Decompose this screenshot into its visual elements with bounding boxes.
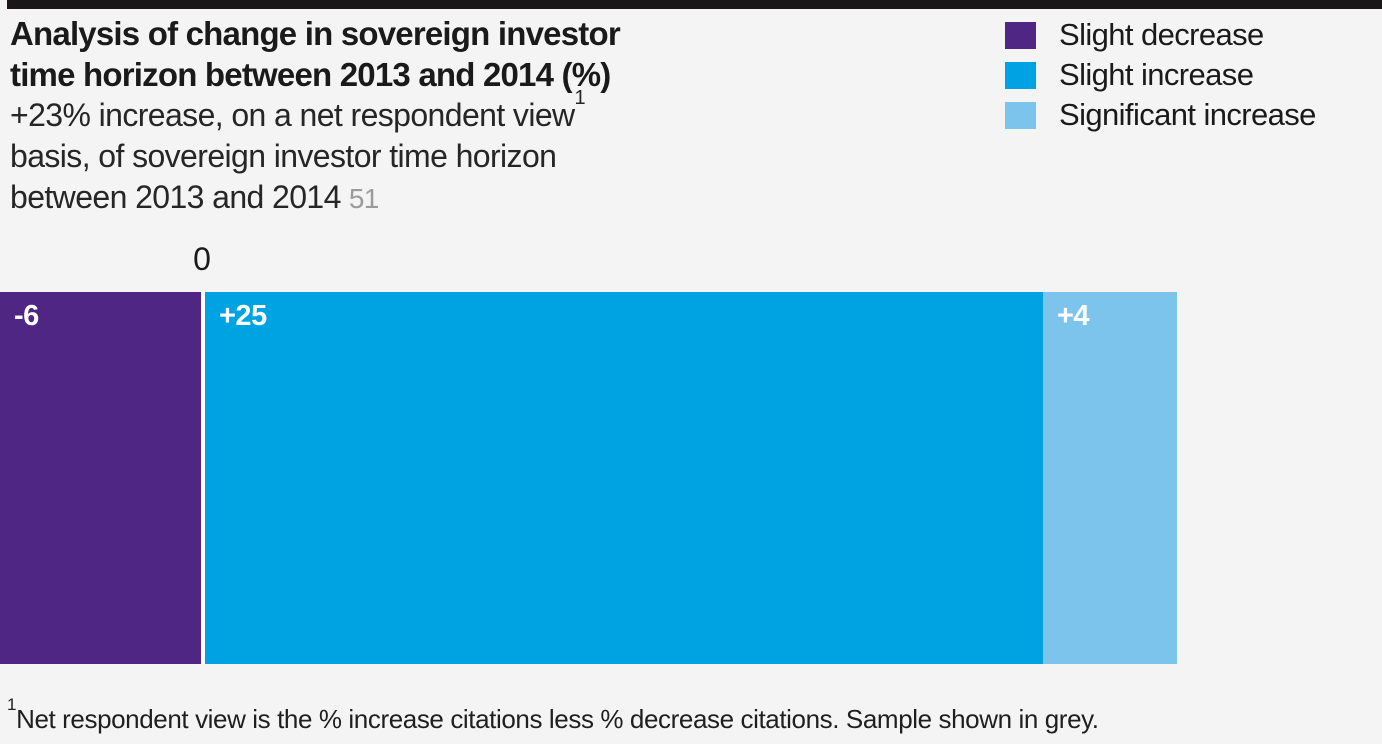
subtitle-line-1: +23% increase, on a net respondent view: [10, 97, 575, 133]
page-title: Analysis of change in sovereign investor…: [10, 13, 730, 95]
legend-item-slight-decrease: Slight decrease: [1005, 15, 1316, 55]
bar-value-label: +4: [1057, 300, 1090, 332]
bar-significant-increase: +4: [1043, 292, 1177, 664]
bar-value-label: -6: [14, 300, 39, 332]
title-line-1: Analysis of change in sovereign investor: [10, 15, 621, 52]
legend-swatch-slight-decrease: [1005, 21, 1036, 49]
footnote-marker-superscript: 1: [574, 87, 586, 110]
zero-axis-gap: [201, 292, 205, 664]
title-line-2: time horizon between 2013 and 2014 (%): [10, 56, 611, 93]
legend-swatch-significant-increase: [1005, 101, 1036, 129]
bar-slight-increase: +25: [205, 292, 1043, 664]
legend-item-significant-increase: Significant increase: [1005, 95, 1316, 135]
legend-item-slight-increase: Slight increase: [1005, 55, 1316, 95]
legend-label: Significant increase: [1059, 97, 1316, 132]
sample-size-value: 51: [348, 183, 380, 214]
chart-legend: Slight decrease Slight increase Signific…: [1005, 15, 1316, 135]
footnote: 1Net respondent view is the % increase c…: [7, 696, 1099, 736]
top-accent-bar: [7, 0, 1382, 9]
subtitle-line-2: basis, of sovereign investor time horizo…: [10, 138, 557, 174]
bar-slight-decrease: -6: [0, 292, 201, 664]
footnote-text: Net respondent view is the % increase ci…: [16, 704, 1099, 734]
legend-label: Slight decrease: [1059, 17, 1264, 52]
chart-header: Analysis of change in sovereign investor…: [10, 13, 730, 219]
chart-subtitle: +23% increase, on a net respondent view1…: [10, 88, 730, 219]
zero-tick-label: 0: [193, 241, 211, 277]
footnote-marker-superscript: 1: [7, 695, 17, 715]
bar-value-label: +25: [219, 300, 267, 332]
legend-label: Slight increase: [1059, 57, 1254, 92]
legend-swatch-slight-increase: [1005, 61, 1036, 89]
bar-chart: -6 +25 +4: [0, 292, 1177, 664]
subtitle-line-3: between 2013 and 2014: [10, 179, 341, 215]
